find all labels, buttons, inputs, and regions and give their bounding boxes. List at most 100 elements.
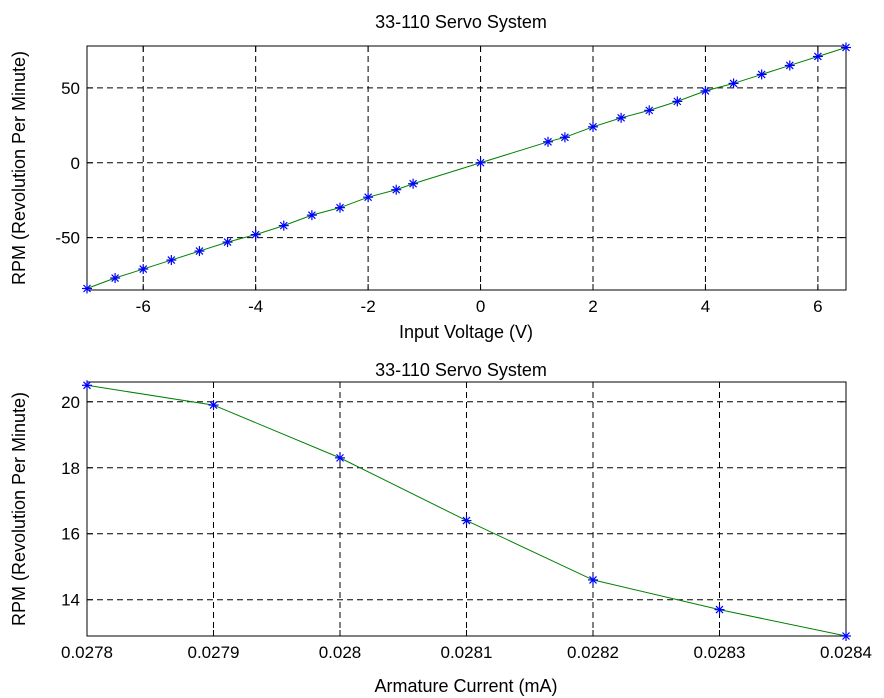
- data-point: [461, 515, 472, 526]
- data-point: [408, 178, 419, 189]
- marker-stroke: [83, 381, 91, 390]
- marker-stroke: [409, 179, 418, 188]
- data-point: [166, 255, 177, 266]
- data-point: [138, 264, 149, 275]
- marker-stroke: [715, 605, 724, 614]
- marker-stroke: [544, 137, 552, 146]
- marker-stroke: [209, 401, 218, 410]
- x-tick-label: -4: [248, 297, 263, 316]
- marker-stroke: [336, 453, 344, 462]
- marker-stroke: [560, 133, 569, 142]
- x-tick-label: 0.0282: [567, 643, 619, 662]
- data-point: [543, 136, 554, 147]
- y-tick-label: 14: [61, 591, 80, 610]
- marker-stroke: [111, 274, 120, 282]
- x-tick-label: 0.0283: [694, 643, 746, 662]
- marker-stroke: [589, 575, 597, 584]
- marker-stroke: [757, 70, 766, 79]
- chart-title: 33-110 Servo System: [375, 360, 547, 380]
- marker-stroke: [617, 113, 626, 122]
- y-tick-label: 0: [71, 154, 80, 173]
- data-point: [363, 192, 374, 203]
- marker-stroke: [167, 256, 176, 264]
- data-point: [194, 246, 205, 257]
- data-point: [208, 400, 219, 411]
- x-axis-label: Input Voltage (V): [399, 322, 533, 342]
- data-point: [475, 157, 486, 168]
- x-tick-label: 4: [701, 297, 710, 316]
- data-point: [812, 51, 823, 62]
- data-point: [110, 273, 121, 284]
- marker-stroke: [673, 97, 682, 106]
- series: [82, 42, 851, 294]
- marker-stroke: [645, 106, 654, 115]
- marker-stroke: [842, 43, 850, 52]
- chart-voltage-rpm: 33-110 Servo System -6 -4 -2 0 2 4 6 -50 0 50 Inp…: [9, 12, 851, 342]
- data-point: [82, 283, 92, 294]
- marker-stroke: [813, 52, 822, 61]
- data-point: [672, 96, 683, 107]
- x-tick-label: 0.028: [319, 643, 362, 662]
- x-tick-label: 0.0281: [441, 643, 493, 662]
- y-tick-label: 18: [61, 459, 80, 478]
- data-point: [82, 380, 92, 391]
- x-tick-label: -6: [136, 297, 151, 316]
- x-tick-label: 0.0279: [188, 643, 240, 662]
- data-point: [841, 42, 851, 53]
- marker-stroke: [785, 61, 794, 70]
- x-tick-label: 0.0284: [820, 643, 872, 662]
- y-axis-label: RPM (Revolution Per Minute): [9, 392, 29, 626]
- marker-stroke: [279, 221, 288, 230]
- x-tick-label: 6: [813, 297, 822, 316]
- data-point: [588, 121, 598, 132]
- ticks: 0.0278 0.0279 0.028 0.0281 0.0282 0.0283 0.028…: [61, 382, 872, 662]
- data-point: [588, 574, 598, 585]
- series-line: [86, 47, 847, 289]
- marker-stroke: [251, 230, 260, 239]
- chart-current-rpm: 33-110 Servo System 0.0278 0.0279 0.028 0.0…: [9, 360, 872, 696]
- data-point: [841, 631, 851, 641]
- data-point: [278, 220, 289, 231]
- marker-stroke: [392, 185, 401, 194]
- marker-stroke: [83, 284, 91, 293]
- marker-stroke: [336, 203, 344, 212]
- data-point: [644, 105, 655, 116]
- marker-stroke: [307, 211, 316, 220]
- y-tick-label: -50: [55, 229, 80, 248]
- data-point: [714, 604, 725, 615]
- grid: [87, 46, 846, 290]
- x-tick-label: 2: [588, 297, 597, 316]
- data-point: [616, 112, 627, 123]
- ticks: -6 -4 -2 0 2 4 6 -50 0 50: [55, 46, 846, 316]
- series: [82, 380, 851, 641]
- data-point: [250, 229, 261, 240]
- grid: [87, 382, 846, 636]
- marker-stroke: [476, 158, 485, 167]
- marker-stroke: [701, 86, 710, 95]
- x-tick-label: 0.0278: [61, 643, 113, 662]
- marker-stroke: [223, 238, 232, 247]
- x-tick-label: 0: [476, 297, 485, 316]
- data-point: [335, 202, 345, 213]
- x-tick-label: -2: [361, 297, 376, 316]
- y-tick-label: 16: [61, 525, 80, 544]
- data-point: [306, 210, 317, 221]
- chart-title: 33-110 Servo System: [375, 12, 547, 32]
- data-point: [756, 69, 767, 80]
- y-tick-label: 50: [61, 79, 80, 98]
- marker-stroke: [195, 247, 204, 256]
- marker-stroke: [842, 632, 850, 640]
- y-axis-label: RPM (Revolution Per Minute): [9, 51, 29, 285]
- data-point: [728, 78, 739, 89]
- marker-stroke: [139, 265, 148, 273]
- data-point: [559, 132, 570, 143]
- marker-stroke: [729, 79, 738, 88]
- marker-stroke: [589, 122, 597, 131]
- data-point: [222, 237, 233, 248]
- marker-stroke: [364, 193, 373, 202]
- x-axis-label: Armature Current (mA): [374, 676, 557, 696]
- data-point: [700, 85, 711, 96]
- marker-stroke: [462, 516, 471, 525]
- data-point: [391, 184, 402, 195]
